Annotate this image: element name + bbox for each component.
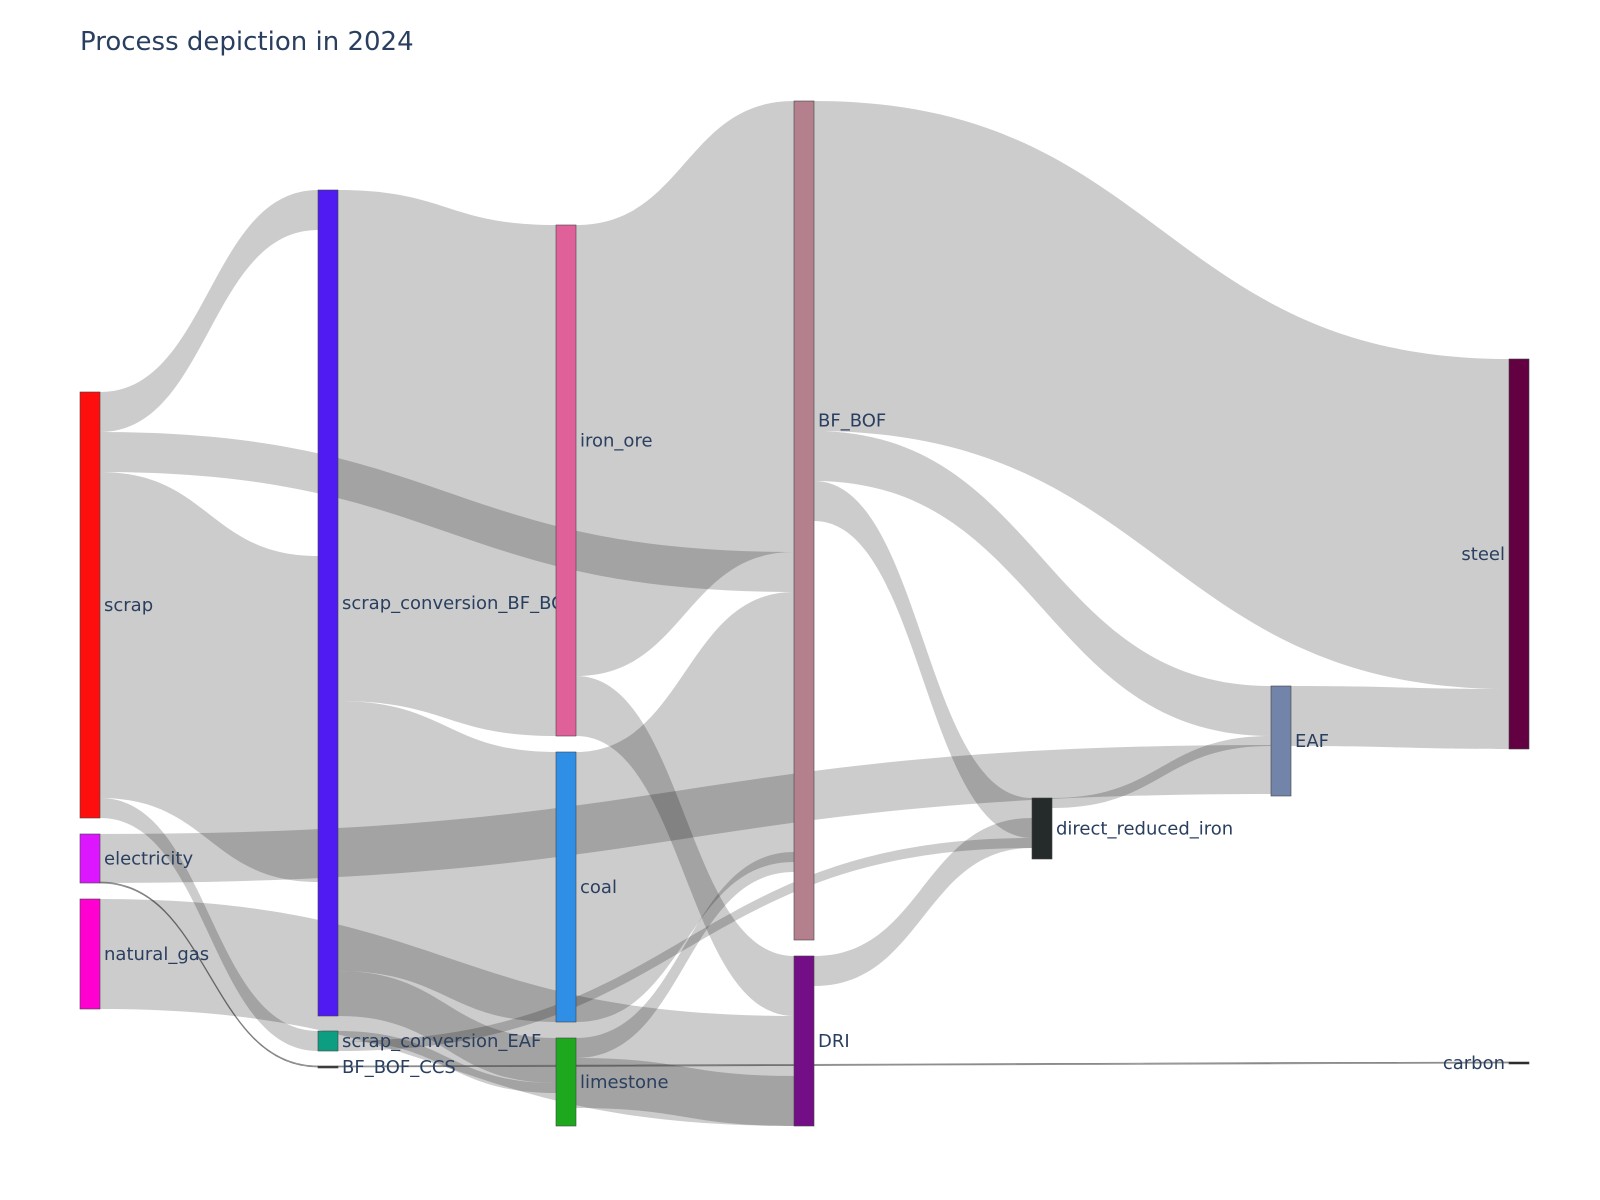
node-label-steel: steel (1461, 544, 1505, 565)
link-electricity-to-EAF (100, 745, 1271, 883)
node-BF_BOF: BF_BOF (793, 100, 886, 941)
chart-title: Process depiction in 2024 (80, 27, 414, 57)
node-bar-DRI (793, 955, 815, 1127)
node-DRI: DRI (793, 955, 850, 1127)
node-label-EAF: EAF (1295, 731, 1329, 752)
node-label-scrap_conversion_BF_BOF: scrap_conversion_BF_BOF (342, 593, 576, 614)
node-scrap_conversion_BF_BOF: scrap_conversion_BF_BOF (317, 189, 576, 1017)
node-bar-limestone (555, 1037, 577, 1127)
link-scrap_conversion_BF_BOF-to-limestone (338, 971, 556, 1083)
link-scrap_conversion_BF_BOF-to-coal (338, 701, 556, 1022)
node-label-scrap_conversion_EAF: scrap_conversion_EAF (342, 1031, 541, 1052)
links-layer (99, 101, 1510, 1126)
node-label-natural_gas: natural_gas (104, 944, 209, 965)
link-BF_BOF-to-direct_reduced_iron (814, 481, 1032, 838)
link-BF_BOF-to-steel (814, 101, 1509, 689)
link-scrap_conversion_EAF-to-direct_reduced_iron (338, 838, 1032, 1051)
node-scrap_conversion_EAF: scrap_conversion_EAF (317, 1030, 541, 1052)
node-iron_ore: iron_ore (555, 224, 653, 737)
link-scrap_conversion_BF_BOF-to-iron_ore (338, 190, 556, 736)
node-label-direct_reduced_iron: direct_reduced_iron (1056, 819, 1233, 840)
node-bar-scrap (79, 391, 101, 819)
link-iron_ore-to-DRI (576, 676, 794, 1016)
link-iron_ore-to-BF_BOF (576, 101, 794, 676)
node-bar-carbon (1508, 1061, 1530, 1065)
node-EAF: EAF (1270, 685, 1329, 797)
node-bar-BF_BOF (793, 100, 815, 941)
link-limestone-to-DRI (576, 1058, 794, 1126)
node-limestone: limestone (555, 1037, 669, 1127)
node-label-carbon: carbon (1443, 1053, 1505, 1074)
node-label-iron_ore: iron_ore (580, 431, 653, 452)
node-label-limestone: limestone (580, 1072, 669, 1093)
link-scrap_conversion_EAF-to-limestone (338, 1031, 556, 1093)
node-carbon: carbon (1443, 1053, 1530, 1074)
node-BF_BOF_CCS: BF_BOF_CCS (317, 1057, 456, 1078)
link-coal-to-BF_BOF (576, 592, 794, 1022)
node-bar-EAF (1270, 685, 1292, 797)
link-BF_BOF-to-EAF (814, 431, 1271, 736)
node-bar-coal (555, 751, 577, 1023)
node-bar-scrap_conversion_BF_BOF (317, 189, 339, 1017)
node-scrap: scrap (79, 391, 153, 819)
node-label-BF_BOF_CCS: BF_BOF_CCS (342, 1057, 456, 1078)
node-label-scrap: scrap (104, 595, 153, 616)
node-bar-steel (1508, 358, 1530, 750)
link-scrap-to-scrap_conversion_BF_BOF (100, 472, 318, 882)
node-natural_gas: natural_gas (79, 898, 209, 1010)
node-electricity: electricity (79, 833, 193, 884)
node-bar-natural_gas (79, 898, 101, 1010)
link-DRI-to-direct_reduced_iron (814, 818, 1032, 986)
node-direct_reduced_iron: direct_reduced_iron (1031, 797, 1233, 860)
node-bar-electricity (79, 833, 101, 884)
node-label-electricity: electricity (104, 849, 193, 870)
link-scrap-to-scrap_conversion_EAF (100, 798, 318, 1051)
node-label-BF_BOF: BF_BOF (818, 411, 886, 432)
node-steel: steel (1461, 358, 1530, 750)
node-bar-iron_ore (555, 224, 577, 737)
node-coal: coal (555, 751, 617, 1023)
nodes-layer: scrap electricity natural_gas scrap_convers… (79, 100, 1530, 1127)
link-EAF-to-steel (1291, 686, 1509, 749)
node-label-coal: coal (580, 877, 617, 898)
link-natural_gas-to-DRI (100, 899, 794, 1126)
link-direct_reduced_iron-to-EAF (1052, 736, 1271, 808)
node-label-DRI: DRI (818, 1031, 850, 1052)
node-bar-scrap_conversion_EAF (317, 1030, 339, 1052)
node-bar-direct_reduced_iron (1031, 797, 1053, 860)
link-scrap-to-scrap_conversion_BF_BOF (100, 190, 318, 432)
link-limestone-to-BF_BOF (576, 852, 794, 1058)
link-scrap-to-BF_BOF (100, 432, 794, 592)
node-bar-BF_BOF_CCS (317, 1065, 339, 1069)
